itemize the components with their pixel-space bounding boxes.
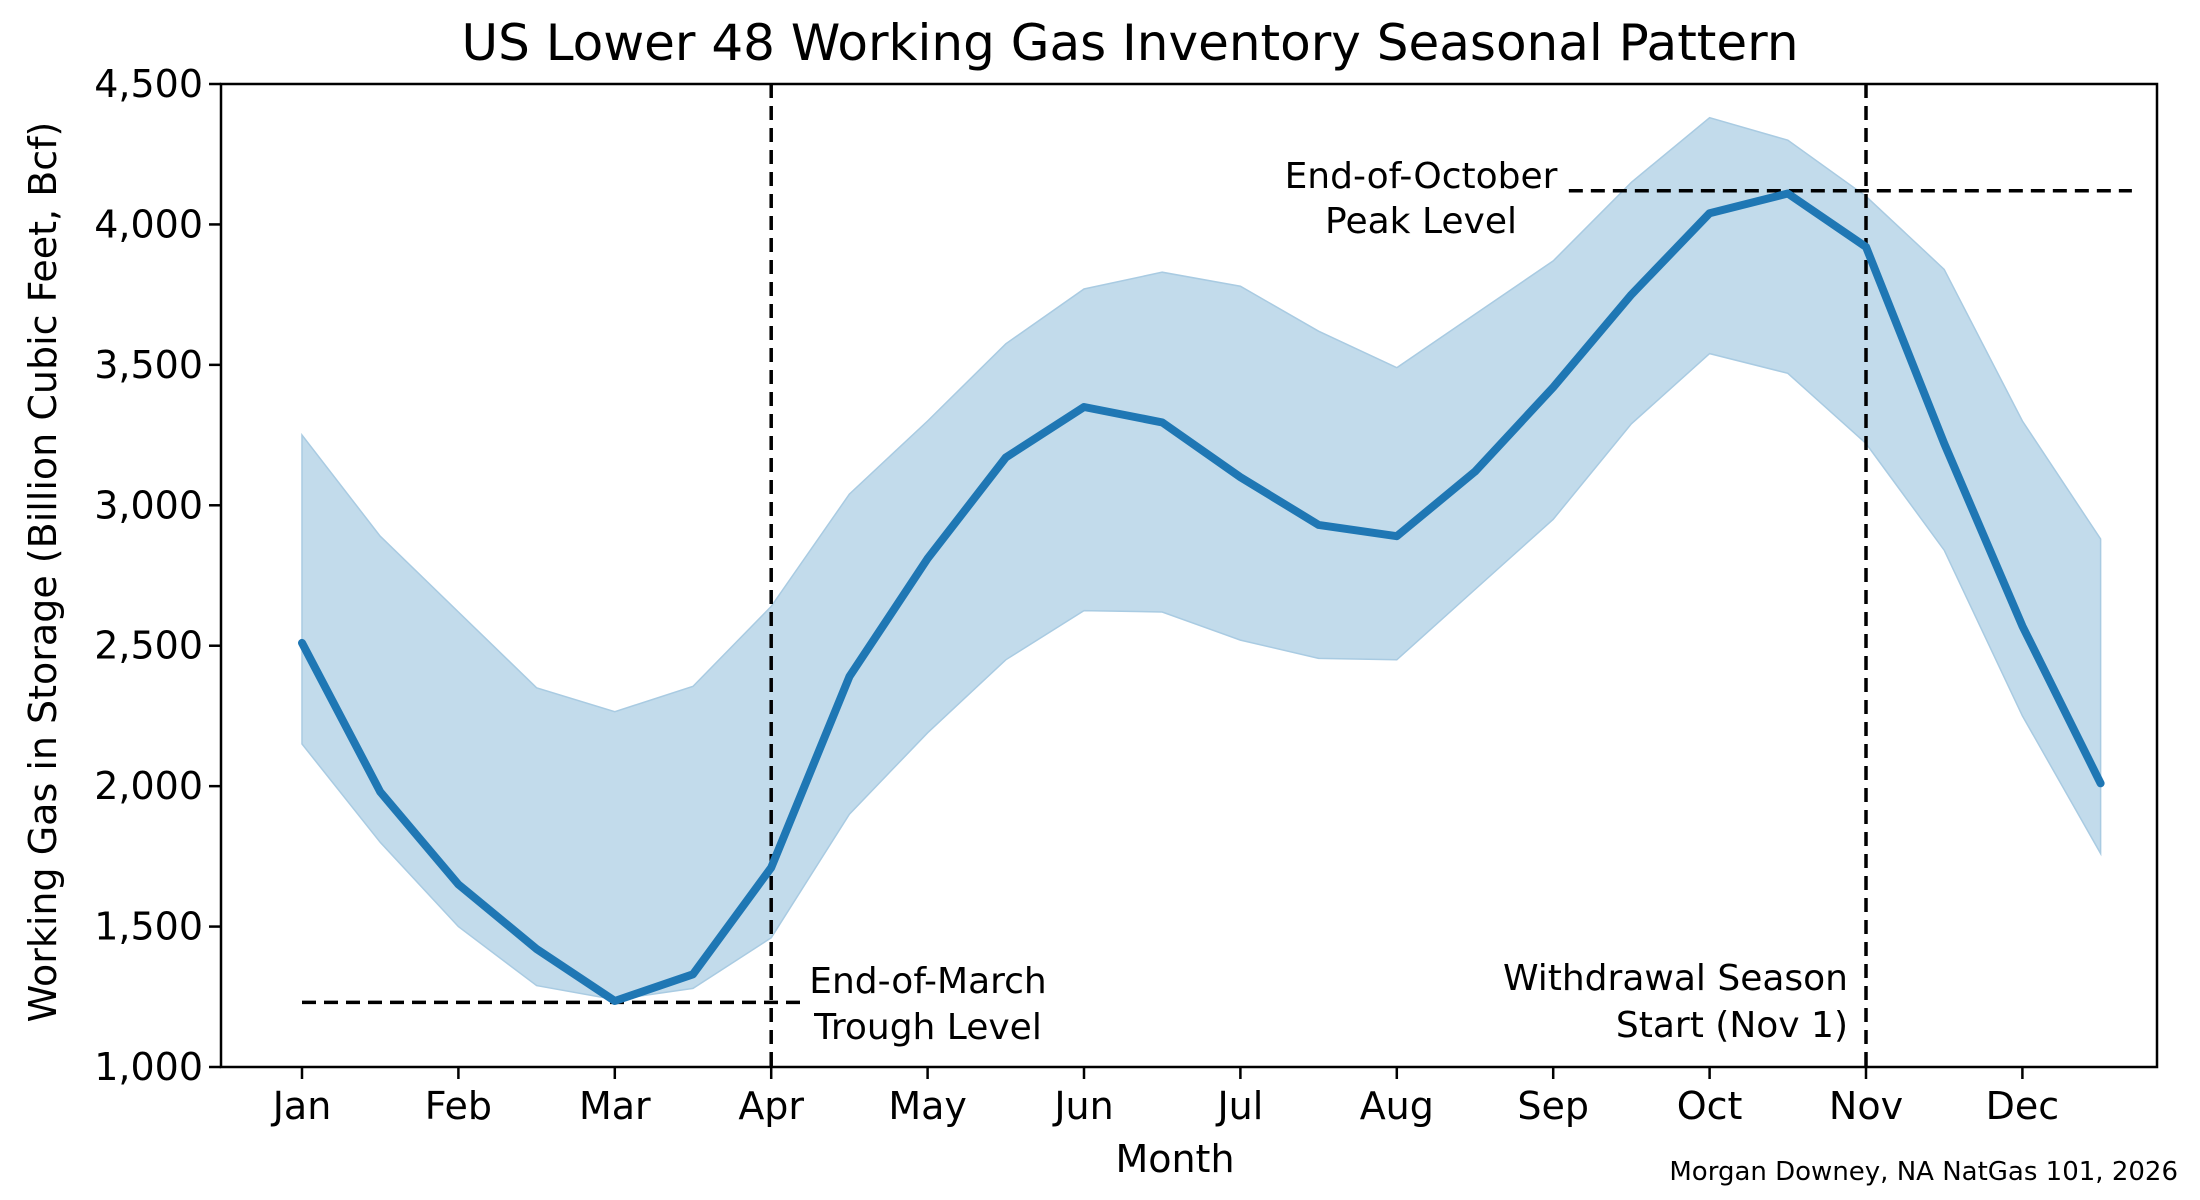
x-tick-label: Sep bbox=[1517, 1084, 1589, 1128]
y-tick-label: 1,000 bbox=[94, 1045, 203, 1089]
annotation-text: Withdrawal Season Start (Nov 1) bbox=[1503, 958, 1848, 1046]
confidence-band-layer bbox=[301, 116, 2102, 1001]
series-line bbox=[298, 189, 2105, 1005]
y-tick-label: 3,000 bbox=[94, 483, 203, 527]
x-tick-label: Jul bbox=[1215, 1084, 1263, 1128]
chart-title: US Lower 48 Working Gas Inventory Season… bbox=[461, 14, 1798, 72]
x-tick-label: Jan bbox=[271, 1084, 332, 1128]
x-tick-label: Oct bbox=[1677, 1084, 1743, 1128]
plot-frame bbox=[219, 82, 2159, 1069]
annotations-layer: End-of-March Trough Level End-of-October Pe… bbox=[809, 156, 1848, 1048]
y-tick-label: 2,000 bbox=[94, 764, 203, 808]
x-tick-label: Mar bbox=[579, 1084, 651, 1128]
confidence-band bbox=[301, 116, 2102, 1001]
y-tick-label: 1,500 bbox=[94, 905, 203, 949]
credit-text: Morgan Downey, NA NatGas 101, 2026 bbox=[1669, 1157, 2178, 1187]
x-tick-label: Apr bbox=[738, 1084, 804, 1128]
y-tick-label: 4,000 bbox=[94, 202, 203, 246]
x-tick-label: Nov bbox=[1829, 1084, 1903, 1128]
y-tick-label: 2,500 bbox=[94, 624, 203, 668]
axes-layer: 1,000 1,500 2,000 2,500 3,000 3,500 4,000 4,500… bbox=[94, 62, 2159, 1128]
annotation-text: End-of-October Peak Level bbox=[1285, 156, 1558, 242]
x-tick-label: May bbox=[888, 1084, 967, 1128]
x-axis-label: Month bbox=[1115, 1137, 1234, 1181]
y-tick-label: 4,500 bbox=[94, 62, 203, 106]
x-tick-label: Feb bbox=[425, 1084, 492, 1128]
x-tick-label: Dec bbox=[1986, 1084, 2060, 1128]
annotation-text: End-of-March Trough Level bbox=[809, 961, 1047, 1048]
x-tick-label: Aug bbox=[1360, 1084, 1434, 1128]
series-line-layer bbox=[298, 189, 2105, 1005]
x-tick-label: Jun bbox=[1052, 1084, 1113, 1128]
y-tick-label: 3,500 bbox=[94, 343, 203, 387]
y-axis-label: Working Gas in Storage (Billion Cubic Fe… bbox=[21, 122, 65, 1023]
